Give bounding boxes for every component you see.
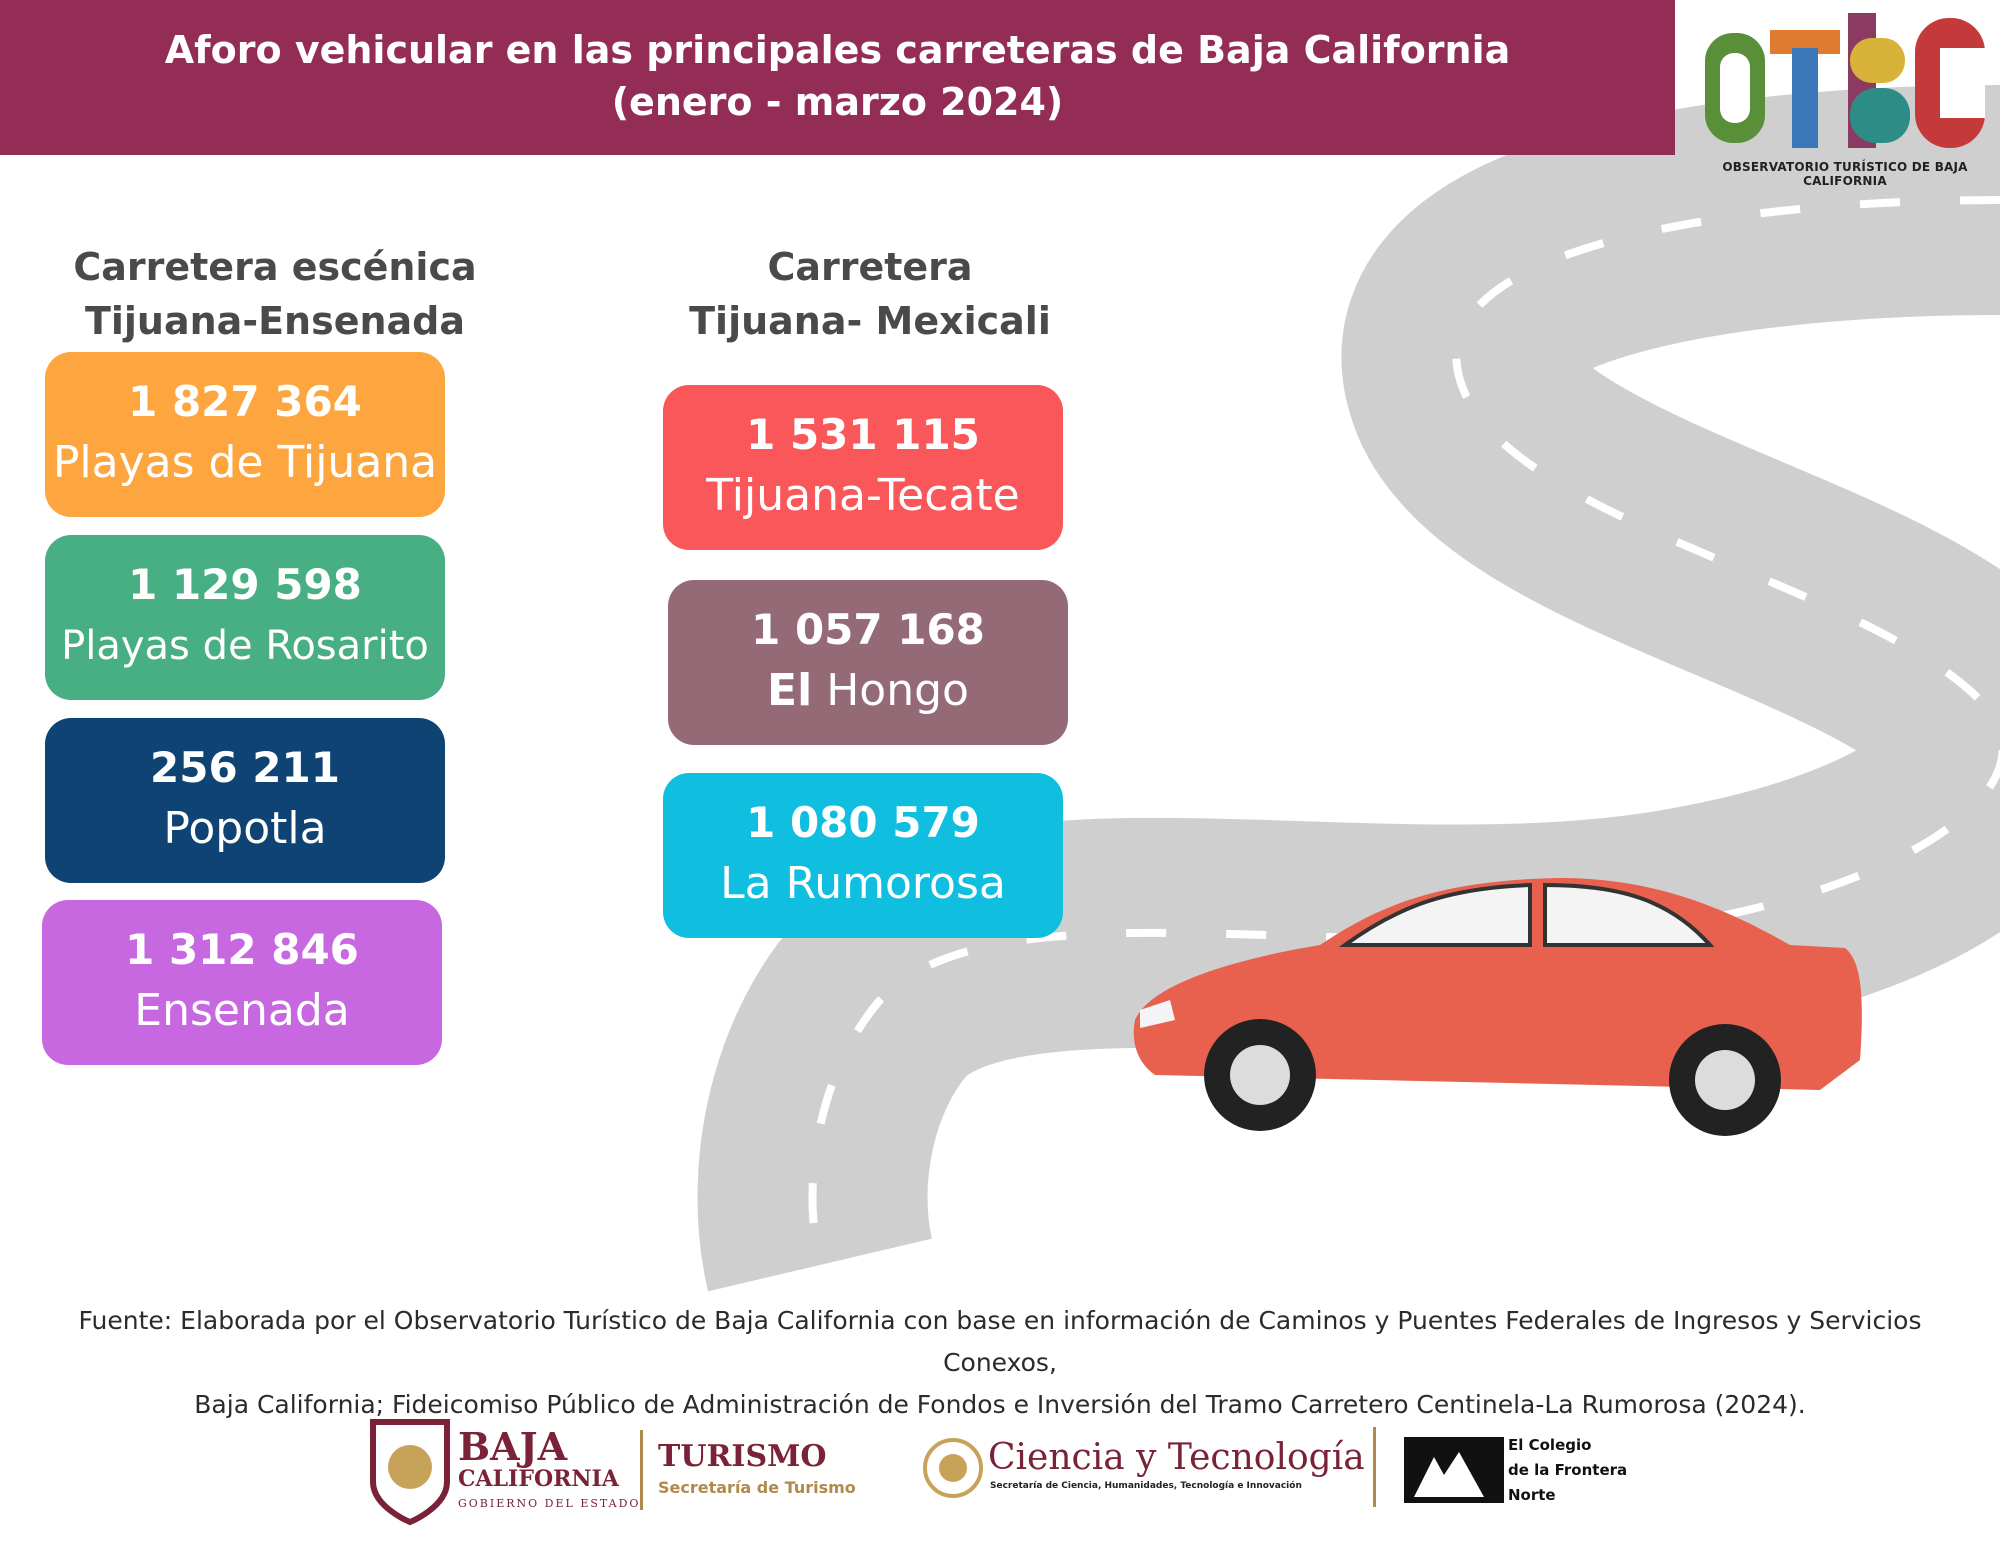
card-value: 1 531 115 [746,410,980,459]
source-note: Fuente: Elaborada por el Observatorio Tu… [30,1300,1970,1426]
card-ensenada: 1 312 846 Ensenada [42,900,442,1065]
ciencia-logo-sub: Secretaría de Ciencia, Humanidades, Tecn… [990,1481,1302,1491]
colef-line2: de la Frontera [1508,1461,1628,1479]
card-label-bold: El [767,665,813,716]
card-el-hongo: 1 057 168 El Hongo [668,580,1068,745]
card-value: 1 312 846 [125,925,359,974]
card-value: 1 827 364 [128,377,362,426]
source-line2: Baja California; Fideicomiso Público de … [194,1390,1806,1419]
column-title-line1: Carretera [767,245,973,289]
page-subtitle: (enero - marzo 2024) [611,80,1064,124]
column-title-line2: Tijuana-Ensenada [84,299,466,343]
card-label: Tijuana-Tecate [706,470,1020,521]
mexico-seal-icon [923,1438,983,1498]
card-popotla: 256 211 Popotla [45,718,445,883]
ciencia-logo: Ciencia y Tecnología [988,1437,1365,1478]
column-title-tijuana-mexicali: Carretera Tijuana- Mexicali [660,240,1080,348]
card-label: El Hongo [668,660,1068,722]
baja-california-logo-line3: GOBIERNO DEL ESTADO [458,1497,641,1510]
card-value: 1 129 598 [128,560,362,609]
header-banner: Aforo vehicular en las principales carre… [0,0,1675,155]
colef-line3: Norte [1508,1486,1556,1504]
column-title-line2: Tijuana- Mexicali [689,299,1051,343]
card-value: 256 211 [150,743,340,792]
card-value: 1 080 579 [746,798,980,847]
car-illustration [1133,878,1862,1136]
card-label-rest: Hongo [826,665,969,716]
baja-california-shield-icon [370,1419,450,1526]
colef-logo-icon [1404,1437,1504,1503]
colef-line1: El Colegio [1508,1436,1592,1454]
baja-california-logo-line2: CALIFORNIA [458,1466,619,1492]
card-label: La Rumorosa [720,858,1006,909]
card-tijuana-tecate: 1 531 115 Tijuana-Tecate [663,385,1063,550]
card-playas-de-tijuana: 1 827 364 Playas de Tijuana [45,352,445,517]
card-label: Popotla [163,803,327,854]
card-label: Playas de Tijuana [52,437,438,488]
logo-divider [640,1430,643,1510]
column-title-line1: Carretera escénica [73,245,477,289]
turismo-logo: TURISMO [658,1439,827,1474]
colef-logo-text: El Colegio de la Frontera Norte [1508,1433,1627,1508]
logo-divider [1373,1427,1376,1507]
source-line1: Fuente: Elaborada por el Observatorio Tu… [78,1306,1922,1377]
otbc-logo [1705,13,1985,148]
card-playas-de-rosarito: 1 129 598 Playas de Rosarito [45,535,445,700]
card-label: Ensenada [134,985,350,1036]
otbc-logo-caption: OBSERVATORIO TURÍSTICO DE BAJA CALIFORNI… [1722,160,1968,188]
card-la-rumorosa: 1 080 579 La Rumorosa [663,773,1063,938]
turismo-logo-sub: Secretaría de Turismo [658,1478,856,1497]
column-title-tijuana-ensenada: Carretera escénica Tijuana-Ensenada [60,240,490,348]
card-label: Playas de Rosarito [61,623,429,669]
baja-california-logo-line1: BAJA [458,1424,568,1469]
card-value: 1 057 168 [751,605,985,654]
road-curve [697,85,2000,1292]
page-title: Aforo vehicular en las principales carre… [164,28,1511,72]
